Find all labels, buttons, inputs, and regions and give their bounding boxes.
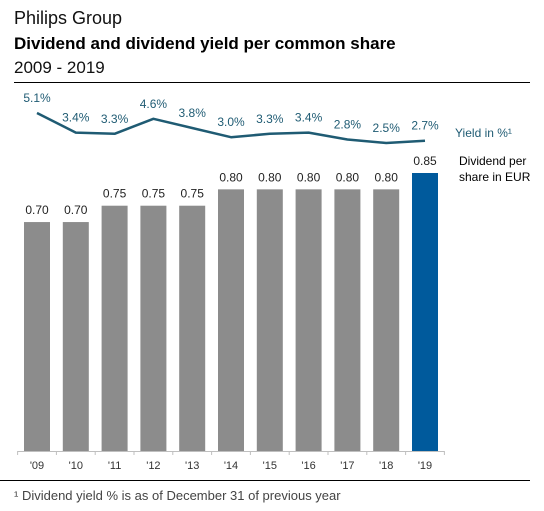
yield-value-label: 3.8%: [179, 106, 207, 120]
x-tick-label: '16: [301, 460, 315, 472]
dividend-bar: [24, 222, 50, 451]
yield-legend-label: Yield in %¹: [455, 126, 512, 140]
yield-line: [36, 111, 426, 145]
x-tick-label: '12: [146, 460, 160, 472]
bar-value-label: 0.80: [258, 170, 282, 184]
bar-value-label: 0.80: [336, 170, 360, 184]
dividend-bar: [101, 205, 128, 451]
yield-value-label: 2.8%: [334, 118, 362, 132]
footnote: ¹ Dividend yield % is as of December 31 …: [14, 488, 341, 503]
yield-value-label: 4.6%: [140, 97, 168, 111]
dividend-legend-label: Dividend per share in EUR: [459, 154, 531, 184]
x-tick-label: '18: [379, 460, 393, 472]
yield-value-label: 5.1%: [23, 91, 51, 105]
header-divider: [14, 82, 530, 83]
bar-value-label: 0.80: [297, 170, 321, 184]
bar-value-label: 0.75: [103, 187, 127, 201]
dividend-bar: [373, 189, 400, 451]
bar-value-label: 0.80: [375, 170, 399, 184]
dividend-bar: [412, 173, 438, 451]
dividend-bar: [62, 222, 89, 451]
dividend-bar: [140, 205, 167, 451]
x-tick-label: '17: [340, 460, 354, 472]
yield-value-label: 3.3%: [101, 112, 129, 126]
x-tick-label: '19: [418, 460, 432, 472]
dividend-bar: [295, 189, 322, 451]
dividend-bar: [334, 189, 361, 451]
bar-value-label: 0.75: [142, 187, 166, 201]
chart-title: Dividend and dividend yield per common s…: [14, 34, 396, 53]
x-tick-label: '14: [224, 460, 238, 472]
dividend-legend-line: share in EUR: [459, 170, 531, 184]
yield-value-label: 2.5%: [373, 121, 401, 135]
bar-value-label: 0.70: [25, 203, 49, 217]
bar-value-label: 0.80: [219, 170, 243, 184]
bar-value-label: 0.75: [181, 187, 205, 201]
yield-value-label: 3.0%: [217, 115, 245, 129]
yield-value-label: 3.4%: [295, 111, 323, 125]
bar-value-label: 0.85: [413, 154, 437, 168]
yield-value-label: 3.4%: [62, 111, 90, 125]
x-tick-label: '13: [185, 460, 199, 472]
dividend-bar: [218, 189, 244, 451]
chart-subtitle: 2009 - 2019: [14, 58, 105, 77]
yield-value-label: 2.7%: [411, 119, 439, 133]
x-tick-label: '09: [30, 460, 44, 472]
bar-value-label: 0.70: [64, 203, 88, 217]
x-tick-label: '11: [108, 460, 122, 472]
org-name: Philips Group: [14, 8, 123, 28]
dividend-legend-line: Dividend per: [459, 154, 526, 168]
dividend-bar: [179, 205, 206, 451]
x-tick-label: '15: [263, 460, 277, 472]
x-tick-label: '10: [69, 460, 83, 472]
footer-divider: [0, 480, 530, 481]
yield-value-label: 3.3%: [256, 112, 284, 126]
dividend-bar: [256, 189, 283, 451]
